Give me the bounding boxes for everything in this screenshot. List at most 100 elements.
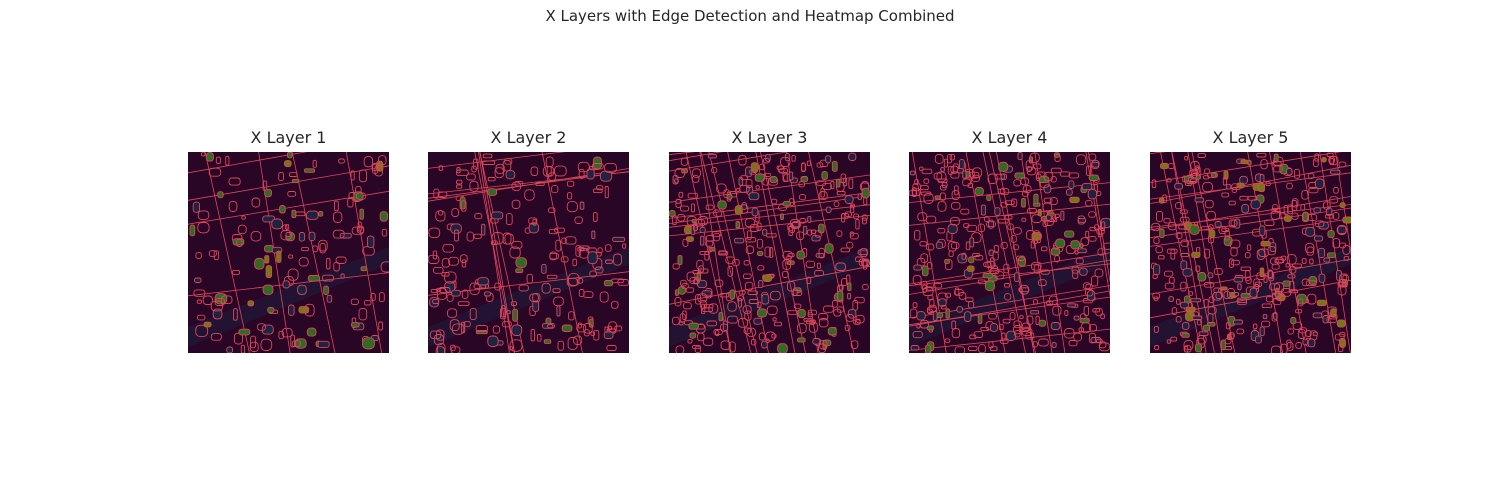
edge-shape [1319, 274, 1325, 282]
edge-shape [284, 161, 291, 167]
edge-shape [987, 195, 991, 201]
edge-shape [292, 179, 299, 182]
edge-shape [957, 307, 963, 313]
edge-shape [1192, 252, 1200, 257]
edge-shape [593, 157, 601, 169]
edge-shape [1051, 323, 1060, 330]
edge-shape [298, 285, 307, 294]
edge-shape [826, 207, 831, 212]
edge-shape [592, 231, 595, 239]
edge-shape [363, 338, 375, 349]
edge-shape [1089, 175, 1098, 180]
edge-shape [964, 312, 971, 322]
edge-shape [485, 292, 491, 296]
edge-shape [1308, 339, 1315, 347]
panel-title: X Layer 5 [1150, 128, 1351, 150]
edge-shape [492, 212, 503, 219]
edge-shape [1066, 189, 1072, 195]
edge-shape [265, 189, 272, 197]
edge-shape [1242, 204, 1249, 213]
edge-shape [1065, 231, 1074, 237]
edge-shape [265, 256, 269, 264]
edge-shape [542, 264, 546, 273]
edge-shape [1315, 236, 1323, 241]
edge-shape [836, 179, 840, 187]
edge-shape [292, 210, 296, 217]
edge-shape [1031, 311, 1039, 314]
edge-shape [746, 167, 752, 177]
edge-shape [946, 309, 949, 318]
edge-shape [590, 319, 594, 327]
edge-shape [927, 326, 933, 330]
edge-shape [1313, 332, 1317, 336]
edge-shape [967, 266, 974, 272]
edge-shape [307, 211, 319, 219]
edge-shape [754, 318, 762, 324]
edge-shape [1203, 325, 1209, 331]
edge-shape [941, 168, 945, 172]
layer-panel-5: X Layer 5 [1150, 128, 1351, 353]
edge-shape [1182, 322, 1189, 329]
heatmap-edge-image-1 [188, 152, 389, 353]
layer-panel-2: X Layer 2 [428, 128, 629, 353]
edge-shape [797, 251, 805, 259]
edge-shape [985, 281, 994, 291]
edge-shape [1088, 189, 1096, 199]
edge-shape [1015, 273, 1020, 282]
edge-shape [845, 196, 853, 204]
edge-shape [557, 306, 560, 316]
layer-panel-3: X Layer 3 [669, 128, 870, 353]
edge-shape [193, 202, 199, 212]
edge-shape [1211, 173, 1217, 177]
edge-shape [945, 259, 950, 263]
edge-shape [309, 232, 315, 240]
edge-shape [506, 171, 515, 179]
edge-shape [361, 267, 367, 271]
edge-shape [1080, 318, 1089, 322]
edge-shape [239, 329, 250, 335]
edge-shape [272, 219, 283, 229]
edge-shape [822, 171, 828, 179]
edge-shape [1322, 158, 1327, 163]
edge-shape [516, 269, 523, 273]
edge-shape [1160, 229, 1164, 238]
edge-shape [1038, 210, 1042, 216]
edge-shape [1167, 340, 1171, 344]
edge-shape [588, 252, 597, 264]
edge-shape [983, 273, 993, 277]
edge-shape [1034, 194, 1038, 204]
edge-shape [604, 332, 613, 338]
edge-shape [723, 321, 727, 331]
edge-shape [1263, 314, 1267, 318]
edge-shape [1022, 198, 1026, 207]
heatmap-edge-image-3 [669, 152, 870, 353]
edge-shape [488, 336, 498, 347]
edge-shape [858, 250, 867, 255]
edge-shape [283, 281, 289, 288]
edge-shape [757, 309, 766, 317]
edge-shape [299, 307, 309, 314]
edge-shape [1182, 333, 1189, 337]
edge-shape [1259, 184, 1265, 192]
edge-shape [1337, 226, 1346, 233]
edge-shape [801, 177, 808, 182]
edge-shape [1340, 203, 1345, 208]
edge-shape [1314, 208, 1321, 213]
edge-shape [1092, 161, 1099, 168]
edge-shape [778, 344, 788, 353]
edge-shape [719, 313, 723, 321]
edge-shape [752, 208, 758, 216]
edge-shape [352, 323, 360, 328]
edge-shape [533, 301, 539, 311]
edge-shape [969, 257, 974, 263]
panel-title: X Layer 1 [188, 128, 389, 150]
edge-shape [1319, 248, 1325, 257]
edge-shape [516, 258, 527, 268]
edge-shape [708, 155, 716, 158]
edge-shape [836, 263, 846, 271]
edge-shape [255, 258, 264, 269]
edge-shape [1080, 268, 1088, 275]
edge-shape [689, 323, 698, 329]
edge-shape [1234, 278, 1243, 282]
edge-shape [917, 312, 926, 321]
